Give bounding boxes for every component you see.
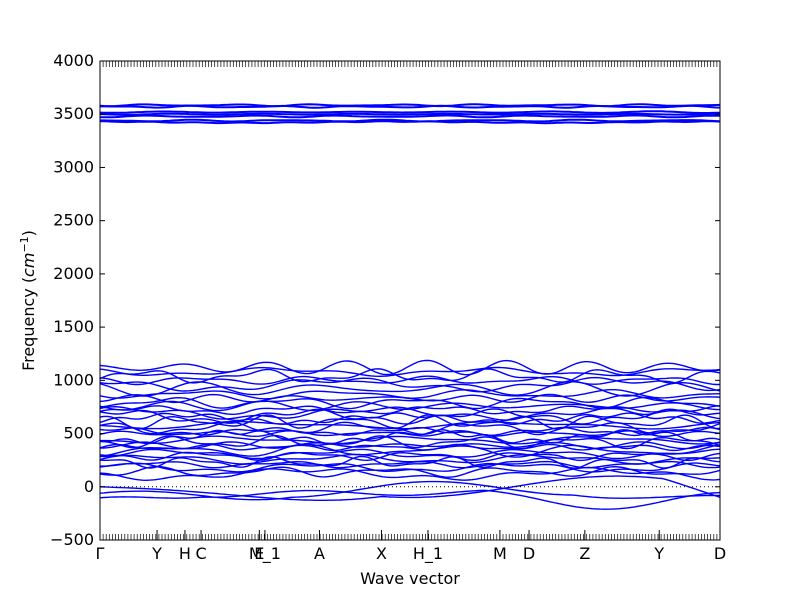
y-tick-label: 3000 [53, 157, 94, 176]
y-axis-label-close: ) [19, 230, 38, 236]
x-minor-ticks [99, 61, 718, 540]
band-lines [99, 103, 721, 510]
y-axis-label-exp: −1 [18, 236, 31, 252]
band-line-acoustic-1 [99, 480, 720, 501]
band-line-optical-5 [99, 381, 721, 397]
y-tick-label: 4000 [53, 51, 94, 70]
x-axis: Γ Y H C EM_1 A X H_1 M D Z Y D [96, 530, 726, 564]
band-line-optical-12 [99, 408, 721, 425]
x-tick-label: D [523, 544, 535, 563]
x-tick-label: Y [653, 544, 664, 563]
x-tick-label: Γ [96, 544, 105, 563]
x-tick-label: M [493, 544, 507, 563]
band-line-optical-24 [99, 443, 721, 458]
band-line-optical-22 [99, 441, 721, 450]
x-axis-label: Wave vector [360, 569, 460, 588]
y-tick-label: 1000 [53, 370, 94, 389]
band-line-optical-4 [99, 376, 721, 393]
band-line-optical-1 [99, 366, 721, 378]
band-line-optical-31 [99, 465, 721, 478]
y-tick-label: 2000 [53, 264, 94, 283]
band-line-optical-2 [99, 368, 721, 384]
band-line-optical-7 [99, 393, 721, 404]
band-line-optical-11 [99, 405, 721, 421]
band-line-high-4 [99, 110, 721, 114]
band-line-optical-20 [100, 435, 721, 445]
band-line-high-6 [99, 103, 721, 108]
band-line-optical-32 [99, 466, 721, 482]
band-line-high-2 [99, 114, 721, 119]
y-tick-label: 0 [84, 477, 94, 496]
x-tick-label: Z [579, 544, 590, 563]
x-tick-label: Y [151, 544, 162, 563]
band-line-optical-0 [99, 359, 721, 376]
band-line-optical-25 [99, 448, 721, 460]
y-axis-label-unit: cm [19, 253, 38, 277]
y-tick-label: 500 [63, 424, 94, 443]
x-tick-label: H [179, 544, 191, 563]
band-line-optical-8 [99, 396, 721, 410]
band-line-acoustic-2 [99, 489, 721, 510]
band-line-optical-19 [99, 428, 721, 445]
x-tick-label: M_1 [249, 544, 281, 564]
band-line-optical-16 [99, 421, 721, 436]
band-line-optical-26 [99, 451, 721, 462]
y-tick-label: 3500 [53, 104, 94, 123]
y-tick-label: 1500 [53, 317, 94, 336]
band-line-optical-23 [99, 443, 721, 452]
band-line-optical-13 [99, 412, 721, 425]
x-tick-label: E [254, 544, 264, 563]
plot-frame [99, 60, 721, 541]
band-line-optical-10 [99, 405, 721, 416]
y-tick-label: −500 [50, 530, 94, 549]
band-line-high-1 [100, 118, 721, 123]
y-axis-label-text: Frequency ( [19, 277, 38, 371]
x-tick-label: A [314, 544, 325, 563]
x-tick-label: D [714, 544, 726, 563]
x-tick-label: X [376, 544, 387, 563]
band-line-optical-29 [99, 460, 721, 469]
y-axis: −500 0 500 1000 1500 2000 2500 3000 3500 4000 [50, 51, 720, 549]
y-axis-label: Frequency (cm−1) [18, 230, 38, 371]
band-line-high-3 [99, 112, 721, 116]
band-line-optical-28 [99, 455, 721, 469]
band-line-acoustic-0 [99, 475, 721, 501]
y-tick-label: 2500 [53, 211, 94, 230]
x-tick-label: H_1 [413, 544, 443, 564]
x-tick-label: C [195, 544, 206, 563]
